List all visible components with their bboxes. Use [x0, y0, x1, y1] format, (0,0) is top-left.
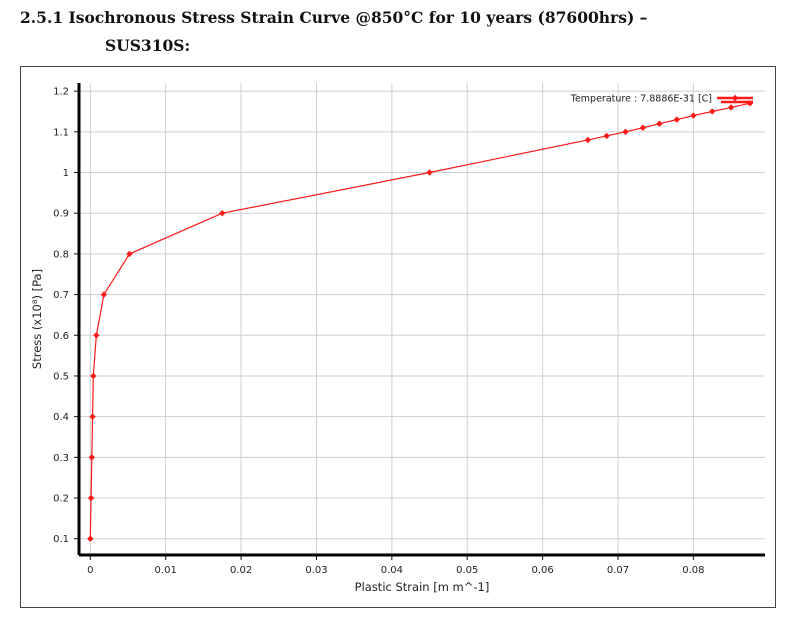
data-point: [100, 291, 108, 298]
x-tick-label: 0.08: [682, 565, 704, 576]
data-point: [727, 104, 735, 111]
chart-frame: 0 0.01 0.02 0.03 0.04 0.05 0.06 0.07 0.08 0.1 0.2 0…: [20, 66, 776, 608]
legend-swatch-marker: [731, 94, 739, 102]
section-heading-line1: 2.5.1 Isochronous Stress Strain Curve @8…: [20, 8, 648, 27]
x-tick-label: 0: [87, 565, 93, 576]
legend-label: Temperature : 7.8886E-31 [C]: [570, 94, 712, 105]
y-tick-label: 0.3: [53, 453, 69, 464]
x-tick-label: 0.05: [456, 565, 478, 576]
y-axis-title: Stress (x10⁸) [Pa]: [30, 269, 44, 369]
x-tick-label: 0.03: [305, 565, 327, 576]
data-point: [622, 128, 629, 136]
y-tick-label: 1.1: [53, 127, 69, 138]
y-tick-label: 0.6: [53, 331, 69, 342]
data-point: [690, 112, 697, 119]
legend: Temperature : 7.8886E-31 [C]: [570, 94, 753, 105]
section-heading-line2: SUS310S:: [105, 36, 191, 55]
data-point: [89, 413, 96, 420]
data-point: [603, 132, 610, 140]
y-tick-label: 1: [63, 168, 69, 179]
y-tick-label: 0.7: [53, 290, 69, 301]
y-tick-label: 1.2: [53, 87, 69, 98]
x-tick-label: 0.01: [155, 565, 177, 576]
y-tick-label: 0.2: [53, 494, 69, 505]
data-point: [639, 124, 647, 131]
y-tick-label: 0.9: [53, 209, 69, 220]
x-tick-label: 0.04: [381, 565, 403, 576]
data-point: [219, 210, 226, 217]
series-layer: [87, 100, 754, 542]
data-point: [584, 136, 592, 144]
data-point: [656, 120, 663, 127]
x-tick-label: 0.07: [607, 565, 629, 576]
y-tick-label: 0.5: [53, 371, 69, 382]
y-tick-label: 0.8: [53, 249, 69, 260]
data-point: [673, 116, 680, 123]
data-point: [87, 535, 94, 542]
x-axis-title: Plastic Strain [m m^-1]: [355, 580, 490, 594]
data-point: [709, 108, 716, 115]
stress-strain-chart: 0 0.01 0.02 0.03 0.04 0.05 0.06 0.07 0.08 0.1 0.2 0…: [30, 83, 765, 594]
data-point: [426, 169, 433, 176]
y-tick-label: 0.1: [53, 534, 69, 545]
data-point: [126, 250, 133, 258]
x-tick-label: 0.02: [230, 565, 252, 576]
series-line: [89, 102, 751, 539]
data-point: [87, 494, 95, 502]
data-point: [90, 372, 97, 380]
grid-lines: [79, 83, 765, 555]
axes: 0 0.01 0.02 0.03 0.04 0.05 0.06 0.07 0.08 0.1 0.2 0…: [53, 83, 765, 576]
x-tick-label: 0.06: [531, 565, 553, 576]
section-heading: 2.5.1 Isochronous Stress Strain Curve @8…: [20, 8, 648, 55]
data-point: [93, 332, 100, 339]
data-point: [88, 454, 96, 461]
y-tick-label: 0.4: [53, 412, 69, 423]
